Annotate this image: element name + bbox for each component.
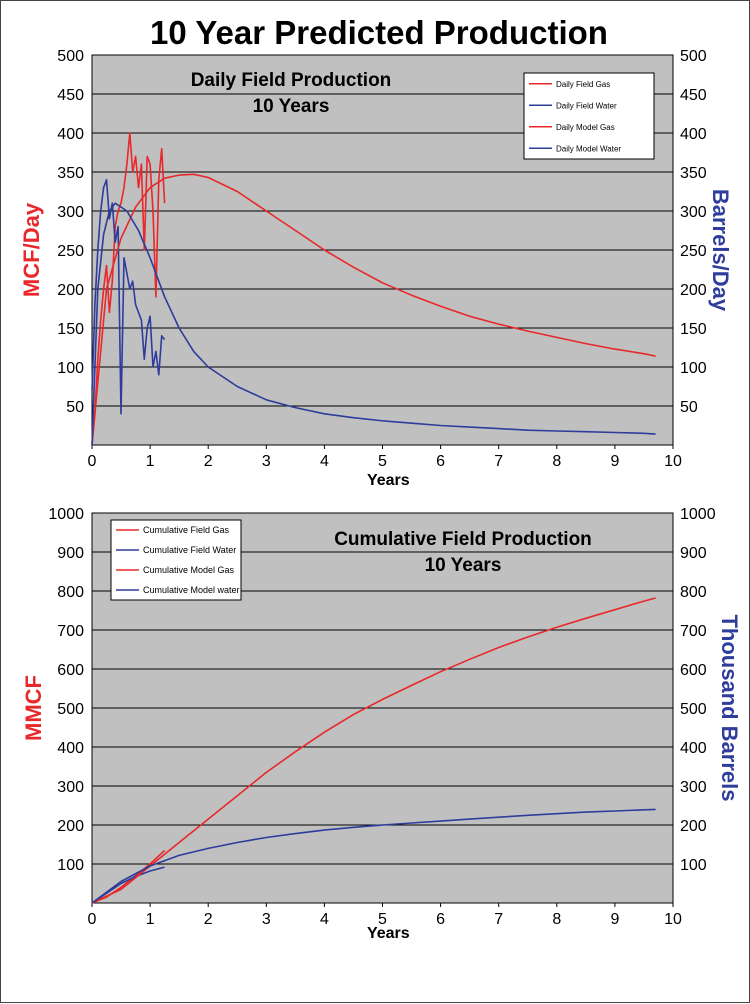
y-tick-left: 300	[57, 204, 84, 221]
x-tick: 10	[664, 911, 682, 928]
y-tick-right: 350	[680, 165, 707, 182]
x-tick: 3	[262, 911, 271, 928]
series-line-cumulative-model-water	[91, 808, 656, 904]
legend: Cumulative Field Gas Cumulative Field Wat…	[110, 519, 242, 601]
series-line-daily-field-gas	[91, 132, 166, 446]
x-tick: 8	[552, 453, 561, 470]
y-tick-left: 1000	[48, 506, 84, 523]
y-tick-right: 200	[680, 282, 707, 299]
y-tick-right: 700	[680, 623, 707, 640]
series-line-daily-model-water	[91, 202, 656, 446]
chart-title: Cumulative Field Production	[334, 529, 592, 550]
y-tick-left: 900	[57, 545, 84, 562]
y-tick-right: 400	[680, 740, 707, 757]
x-tick: 2	[204, 911, 213, 928]
chart-title: Daily Field Production	[191, 70, 392, 91]
legend-label: Daily Model Water	[556, 144, 621, 153]
y-tick-left: 100	[57, 360, 84, 377]
y-tick-left: 450	[57, 87, 84, 104]
y-tick-right: 100	[680, 360, 707, 377]
chart-1: 5010015020025030035040045050050100150200…	[19, 48, 733, 489]
y-tick-left: 250	[57, 243, 84, 260]
legend-label: Daily Model Gas	[556, 123, 615, 132]
legend-label: Cumulative Field Water	[143, 545, 236, 555]
x-tick: 4	[320, 453, 329, 470]
legend-label: Daily Field Gas	[556, 80, 610, 89]
y-tick-left: 500	[57, 48, 84, 65]
y-axis-label-left: MMCF	[21, 675, 46, 741]
x-tick: 0	[88, 911, 97, 928]
legend: Daily Field Gas Daily Field Water Daily Mo…	[523, 72, 655, 160]
x-axis-label: Years	[367, 925, 410, 942]
x-tick: 1	[146, 453, 155, 470]
x-tick: 6	[436, 453, 445, 470]
chart-2: 1002003004005006007008009001000100200300…	[21, 506, 742, 942]
y-tick-right: 1000	[680, 506, 716, 523]
y-tick-left: 50	[66, 399, 84, 416]
y-tick-right: 800	[680, 584, 707, 601]
x-tick: 10	[664, 453, 682, 470]
y-tick-right: 500	[680, 48, 707, 65]
y-tick-left: 150	[57, 321, 84, 338]
x-tick: 7	[494, 453, 503, 470]
y-tick-right: 300	[680, 204, 707, 221]
x-tick: 3	[262, 453, 271, 470]
y-tick-left: 300	[57, 779, 84, 796]
y-tick-left: 400	[57, 740, 84, 757]
y-tick-left: 350	[57, 165, 84, 182]
y-axis-label-left: MCF/Day	[19, 202, 44, 297]
legend-label: Daily Field Water	[556, 101, 617, 110]
x-tick: 9	[610, 911, 619, 928]
series-line-cumulative-model-gas	[91, 597, 656, 904]
y-tick-left: 400	[57, 126, 84, 143]
y-tick-right: 200	[680, 818, 707, 835]
y-tick-right: 450	[680, 87, 707, 104]
y-tick-right: 600	[680, 662, 707, 679]
y-tick-right: 100	[680, 857, 707, 874]
y-tick-left: 200	[57, 818, 84, 835]
x-tick: 7	[494, 911, 503, 928]
series-line-daily-model-gas	[91, 173, 656, 446]
legend-label: Cumulative Model water	[143, 585, 240, 595]
x-tick: 6	[436, 911, 445, 928]
y-tick-right: 300	[680, 779, 707, 796]
y-tick-left: 800	[57, 584, 84, 601]
legend-box	[110, 519, 242, 601]
y-tick-left: 700	[57, 623, 84, 640]
x-tick: 5	[378, 453, 387, 470]
x-tick: 5	[378, 911, 387, 928]
y-tick-left: 200	[57, 282, 84, 299]
legend-label: Cumulative Field Gas	[143, 525, 230, 535]
x-axis-label: Years	[367, 472, 410, 489]
legend-label: Cumulative Model Gas	[143, 565, 235, 575]
x-tick: 2	[204, 453, 213, 470]
y-tick-right: 900	[680, 545, 707, 562]
y-tick-left: 600	[57, 662, 84, 679]
y-axis-label-right: Thousand Barrels	[717, 614, 742, 801]
y-tick-left: 500	[57, 701, 84, 718]
y-tick-right: 250	[680, 243, 707, 260]
y-tick-right: 150	[680, 321, 707, 338]
x-tick: 1	[146, 911, 155, 928]
page-title: 10 Year Predicted Production	[150, 14, 608, 51]
series-line-daily-field-water	[91, 179, 166, 415]
y-tick-right: 500	[680, 701, 707, 718]
legend-box	[523, 72, 655, 160]
x-tick: 9	[610, 453, 619, 470]
chart-subtitle: 10 Years	[253, 96, 330, 117]
y-axis-label-right: Barrels/Day	[708, 189, 733, 312]
x-tick: 8	[552, 911, 561, 928]
y-tick-left: 100	[57, 857, 84, 874]
x-tick: 4	[320, 911, 329, 928]
y-tick-right: 400	[680, 126, 707, 143]
y-tick-right: 50	[680, 399, 698, 416]
x-tick: 0	[88, 453, 97, 470]
chart-subtitle: 10 Years	[425, 555, 502, 576]
